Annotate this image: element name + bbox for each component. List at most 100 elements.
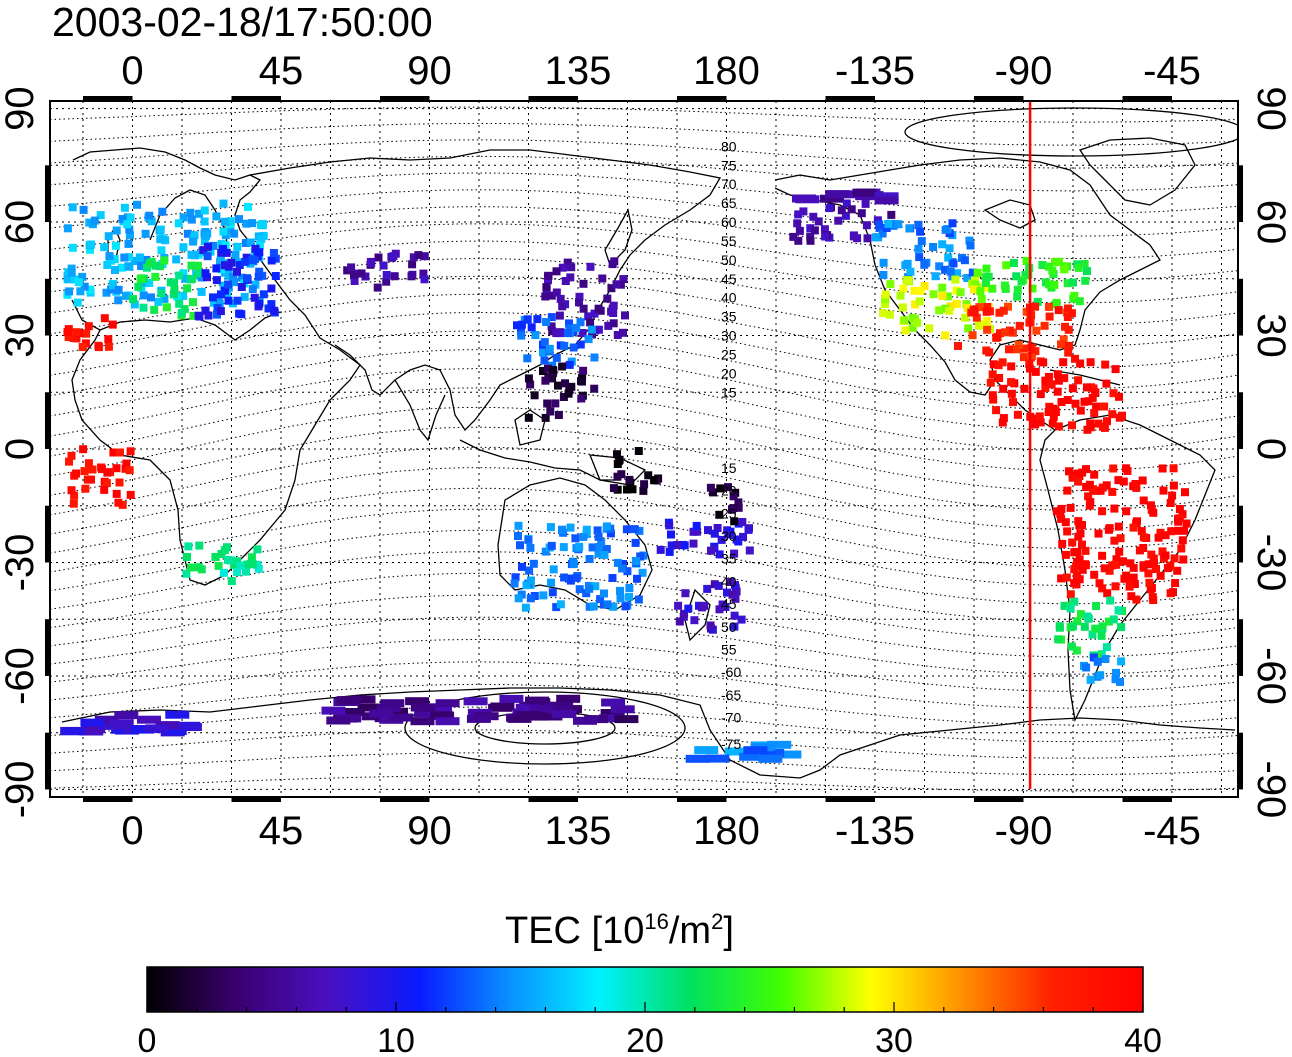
tec-point [1013,410,1022,419]
tec-point [414,251,423,260]
tec-point [1180,526,1189,535]
tec-point [215,299,224,308]
tec-point [1002,261,1011,270]
tec-point [863,234,872,243]
tec-point [1074,517,1083,526]
tec-point [575,298,583,307]
tec-point [109,719,134,728]
contour-line [50,572,1238,640]
tec-point [608,574,617,582]
tec-point [582,525,591,534]
tec-point [585,602,594,611]
tec-point [874,196,899,205]
tec-point [995,308,1004,317]
tec-point [63,328,72,336]
tec-point [1036,390,1045,399]
tec-point [183,553,191,561]
tec-point [633,574,641,583]
tec-point [1070,565,1079,574]
tec-point [200,237,209,246]
tec-point [63,224,72,233]
tec-point [114,711,139,720]
frame-bar-bottom [825,797,875,802]
tec-point [984,272,993,281]
tec-point [1045,280,1054,289]
tec-point [420,252,429,261]
tec-point [1179,555,1188,564]
tec-point [979,320,988,329]
tec-point [954,342,962,350]
tec-point [1059,335,1068,344]
tec-point [257,235,266,244]
tec-point [517,320,526,329]
contour-label: 55 [721,233,737,249]
tec-point [69,334,78,342]
tec-point [549,366,558,375]
tec-point [1063,486,1072,495]
tec-point [389,713,414,722]
tec-point [1036,418,1045,427]
tec-point [122,291,130,300]
tec-point [1158,464,1167,473]
tec-point [147,257,156,266]
contour-label: 20 [721,483,737,499]
tec-point [613,331,622,339]
tec-point [853,234,862,243]
tec-point [114,296,123,305]
tec-point [556,329,565,338]
tec-point [1063,279,1072,288]
tec-point [246,238,255,247]
tec-point [1178,510,1187,519]
tec-point [103,468,112,477]
tec-point [566,273,575,282]
tec-point [613,450,621,459]
tec-point [78,272,87,281]
tec-point [565,360,574,369]
tec-point [179,269,188,278]
coast-europe-africa [71,147,361,586]
tec-point [165,710,190,719]
frame-bar-left [45,392,50,449]
tec-point [228,299,237,308]
tec-point [1182,519,1191,528]
tec-point [524,413,533,422]
tec-point [1083,612,1092,621]
tec-point [981,283,990,292]
tec-point [617,470,626,479]
tec-point [242,219,251,228]
tec-point [1074,376,1083,385]
tec-point [97,463,106,472]
pole-contour [904,107,1238,157]
tec-point [514,594,523,603]
tec-point [1054,257,1063,266]
tec-point [1090,570,1099,579]
tec-point [130,257,139,265]
tec-point [241,239,250,247]
tec-point [1066,590,1075,599]
tec-point [621,602,630,611]
tec-point [435,717,460,726]
tec-point [1125,582,1134,591]
tec-point [1148,593,1157,602]
tec-point [540,356,549,365]
tec-point [547,322,556,331]
tec-point [1139,533,1148,542]
tec-point [1169,481,1178,490]
tec-point [251,280,260,289]
tec-point [1168,491,1177,500]
tec-point [111,241,120,250]
tec-point [681,589,690,598]
lat-tick-right: 60 [1249,200,1292,245]
colorbar-title-mid: /m [669,910,711,952]
tec-point [161,236,170,245]
colorbar-tick-label: 30 [875,1022,913,1057]
tec-point [841,211,850,220]
tec-point [593,526,602,535]
tec-point [554,411,563,419]
tec-point [179,291,188,300]
tec-point [1054,422,1063,431]
tec-point [1098,584,1107,593]
tec-point [609,484,618,493]
tec-point [585,584,594,593]
tec-point [1094,419,1103,428]
